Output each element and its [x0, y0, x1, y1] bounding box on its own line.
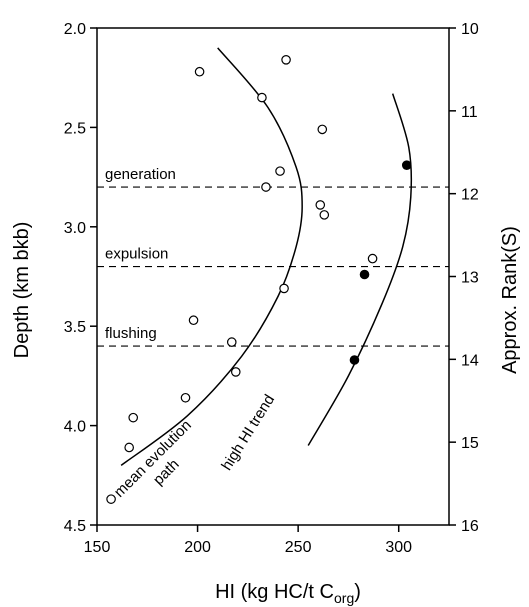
- rank-tick-label: 14: [461, 352, 479, 369]
- curve-label-line: mean evolution: [111, 417, 195, 501]
- open-data-point: [124, 442, 134, 453]
- rank-tick-label: 13: [461, 270, 479, 287]
- open-data-point: [226, 337, 237, 347]
- reference-line-label: flushing: [105, 325, 157, 342]
- trend-curve: [307, 93, 413, 446]
- open-data-point: [279, 283, 289, 294]
- reference-line-label: expulsion: [105, 246, 168, 263]
- filled-data-point: [349, 355, 360, 365]
- x-tick-label: 150: [84, 539, 111, 556]
- filled-data-point: [401, 160, 412, 170]
- curve-label-line: high HI trend: [218, 392, 278, 474]
- open-data-point: [275, 166, 285, 176]
- open-data-point: [188, 315, 199, 326]
- open-data-point: [194, 66, 205, 77]
- x-tick-label: 200: [184, 539, 211, 556]
- rank-tick-label: 15: [461, 435, 479, 452]
- open-data-point: [317, 124, 328, 135]
- y-tick-label: 4.5: [64, 518, 86, 535]
- plot-area: 150 200 250 300 2.0 2.5 3.0 3.5 4.0 4.5 10 11 12 13 14…: [64, 21, 479, 556]
- open-data-point: [180, 392, 191, 403]
- rank-tick-label: 12: [461, 187, 479, 204]
- open-data-point: [281, 55, 291, 65]
- y-tick-label: 4.0: [64, 419, 86, 436]
- rank-tick-label: 11: [461, 104, 478, 121]
- x-axis-title-close: ): [354, 581, 361, 603]
- y-axis-title-right: Approx. Rank(S): [499, 226, 521, 374]
- y-tick-label: 2.0: [64, 21, 86, 38]
- reference-line-label: generation: [105, 166, 176, 183]
- open-data-point: [261, 182, 271, 192]
- open-data-point: [367, 253, 378, 264]
- trend-curve: [120, 47, 303, 466]
- curve-label: high HI trend: [218, 392, 278, 474]
- open-data-point: [230, 367, 241, 377]
- open-data-point: [319, 210, 330, 220]
- y-tick-label: 3.5: [64, 319, 86, 336]
- y-tick-label: 2.5: [64, 120, 86, 137]
- open-data-point: [257, 92, 267, 103]
- open-data-point: [315, 200, 326, 210]
- rank-tick-label: 10: [461, 21, 479, 38]
- x-tick-label: 250: [285, 539, 312, 556]
- x-axis-title-main: HI (kg HC/t C: [215, 581, 334, 603]
- open-data-point: [128, 412, 139, 423]
- y-axis-title-left: Depth (km bkb): [11, 222, 33, 359]
- x-axis-title-subscript: org: [334, 590, 354, 606]
- x-axis-title: HI (kg HC/t Corg): [215, 581, 361, 606]
- open-data-point: [106, 494, 116, 504]
- filled-data-point: [359, 269, 370, 280]
- rank-tick-label: 16: [461, 518, 479, 535]
- curve-label: mean evolutionpath: [111, 417, 208, 514]
- x-tick-label: 300: [385, 539, 412, 556]
- y-tick-label: 3.0: [64, 220, 86, 237]
